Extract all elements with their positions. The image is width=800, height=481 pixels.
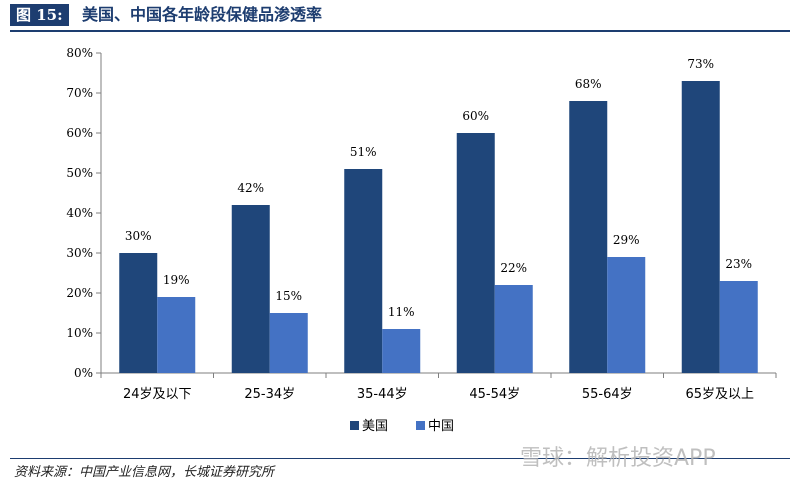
- data-label: 22%: [500, 261, 527, 275]
- y-tick-label: 80%: [66, 46, 93, 60]
- legend-label: 中国: [428, 419, 454, 434]
- bar-usa: [569, 101, 608, 373]
- data-label: 11%: [388, 305, 415, 319]
- legend-swatch: [350, 421, 359, 430]
- legend-label: 美国: [362, 419, 388, 434]
- y-tick-label: 30%: [66, 246, 93, 260]
- bar-usa: [681, 81, 720, 373]
- legend-swatch: [416, 421, 425, 430]
- figure-label: 图 15:: [10, 4, 69, 26]
- source-note: 资料来源：中国产业信息网，长城证券研究所: [14, 465, 275, 480]
- bar-usa: [344, 169, 383, 373]
- data-label: 29%: [613, 233, 640, 247]
- footer-divider: [10, 458, 790, 459]
- x-tick-label: 25-34岁: [244, 387, 295, 402]
- bar-usa: [456, 133, 495, 373]
- bar-china: [494, 285, 533, 373]
- x-tick-label: 24岁及以下: [123, 387, 192, 402]
- data-label: 19%: [163, 273, 190, 287]
- data-label: 30%: [125, 229, 152, 243]
- data-label: 60%: [462, 109, 489, 123]
- x-tick-label: 35-44岁: [357, 387, 408, 402]
- data-label: 51%: [350, 145, 377, 159]
- title-divider: [10, 30, 790, 32]
- x-tick-label: 45-54岁: [469, 387, 520, 402]
- x-tick-label: 55-64岁: [582, 387, 633, 402]
- y-tick-label: 0%: [74, 366, 93, 380]
- data-label: 73%: [687, 57, 714, 71]
- bar-china: [157, 297, 196, 373]
- data-label: 15%: [275, 289, 302, 303]
- bar-china: [607, 257, 646, 373]
- chart-title: 美国、中国各年龄段保健品渗透率: [82, 5, 323, 24]
- title-bar: 图 15: 美国、中国各年龄段保健品渗透率: [0, 0, 800, 32]
- y-tick-label: 20%: [66, 286, 93, 300]
- data-label: 68%: [575, 77, 602, 91]
- bar-china: [382, 329, 421, 373]
- watermark: 雪球：解析投资APP: [520, 446, 716, 471]
- data-label: 23%: [725, 257, 752, 271]
- y-tick-label: 60%: [66, 126, 93, 140]
- y-tick-label: 10%: [66, 326, 93, 340]
- bar-usa: [119, 253, 158, 373]
- y-tick-label: 70%: [66, 86, 93, 100]
- bar-china: [719, 281, 758, 373]
- bar-china: [269, 313, 308, 373]
- y-tick-label: 40%: [66, 206, 93, 220]
- x-tick-label: 65岁及以上: [685, 387, 754, 402]
- bar-usa: [231, 205, 270, 373]
- data-label: 42%: [237, 181, 264, 195]
- y-tick-label: 50%: [66, 166, 93, 180]
